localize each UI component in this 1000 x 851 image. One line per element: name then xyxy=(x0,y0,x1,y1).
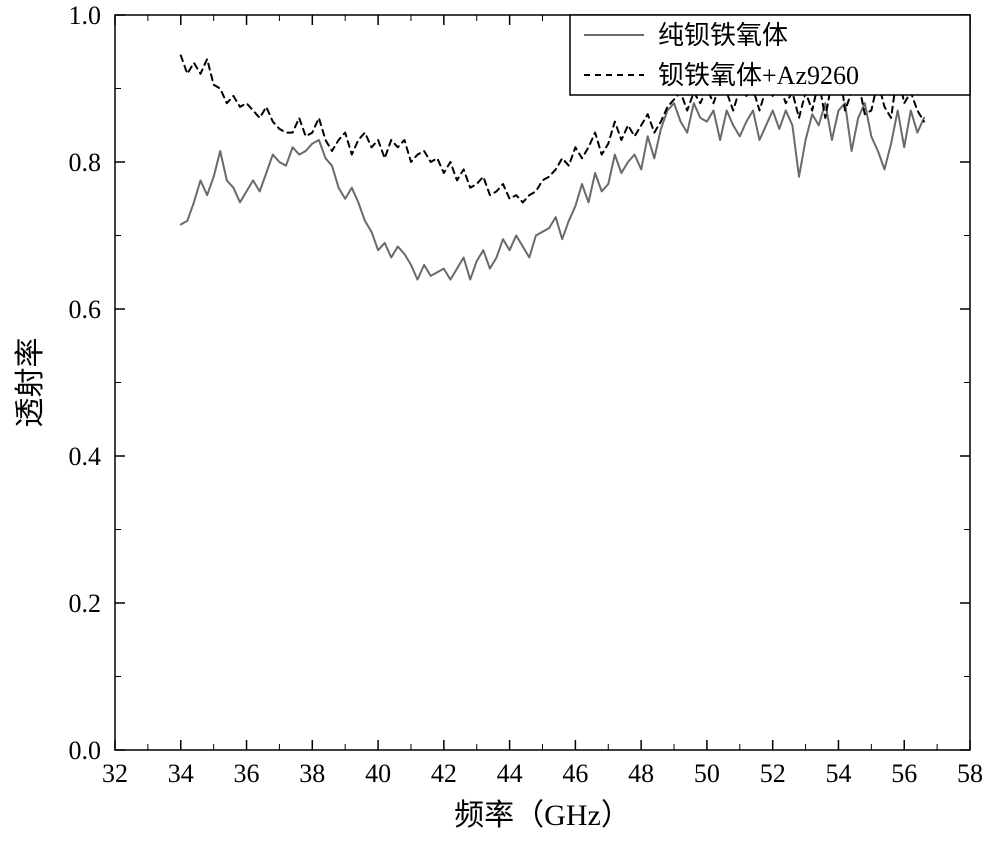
x-tick-label: 34 xyxy=(168,759,194,788)
x-tick-label: 58 xyxy=(957,759,983,788)
y-tick-label: 0.0 xyxy=(69,736,102,765)
y-tick-label: 0.4 xyxy=(69,442,102,471)
x-tick-label: 54 xyxy=(825,759,851,788)
y-tick-label: 0.2 xyxy=(69,589,102,618)
x-tick-label: 42 xyxy=(431,759,457,788)
x-axis-title: 频率（GHz） xyxy=(454,799,631,832)
x-tick-label: 32 xyxy=(102,759,128,788)
x-tick-label: 44 xyxy=(497,759,523,788)
transmittance-line-chart: 32 34 36 38 40 42 44 46 48 50 52 54 56 58 频率（GHz） 0.0 0.… xyxy=(0,0,1000,851)
x-tick-label: 46 xyxy=(562,759,588,788)
x-tick-label: 36 xyxy=(234,759,260,788)
x-tick-label: 38 xyxy=(299,759,325,788)
y-tick-label: 0.8 xyxy=(69,148,102,177)
x-tick-label: 48 xyxy=(628,759,654,788)
legend-label: 钡铁氧体+Az9260 xyxy=(658,61,859,90)
x-tick-label: 52 xyxy=(760,759,786,788)
x-tick-label: 56 xyxy=(891,759,917,788)
y-tick-label: 1.0 xyxy=(69,1,102,30)
x-tick-label: 50 xyxy=(694,759,720,788)
x-tick-label: 40 xyxy=(365,759,391,788)
chart-container: 32 34 36 38 40 42 44 46 48 50 52 54 56 58 频率（GHz） 0.0 0.… xyxy=(0,0,1000,851)
y-tick-label: 0.6 xyxy=(69,295,102,324)
legend: 纯钡铁氧体钡铁氧体+Az9260 xyxy=(570,15,970,95)
legend-label: 纯钡铁氧体 xyxy=(658,21,788,50)
y-axis-title: 透射率 xyxy=(14,338,47,428)
